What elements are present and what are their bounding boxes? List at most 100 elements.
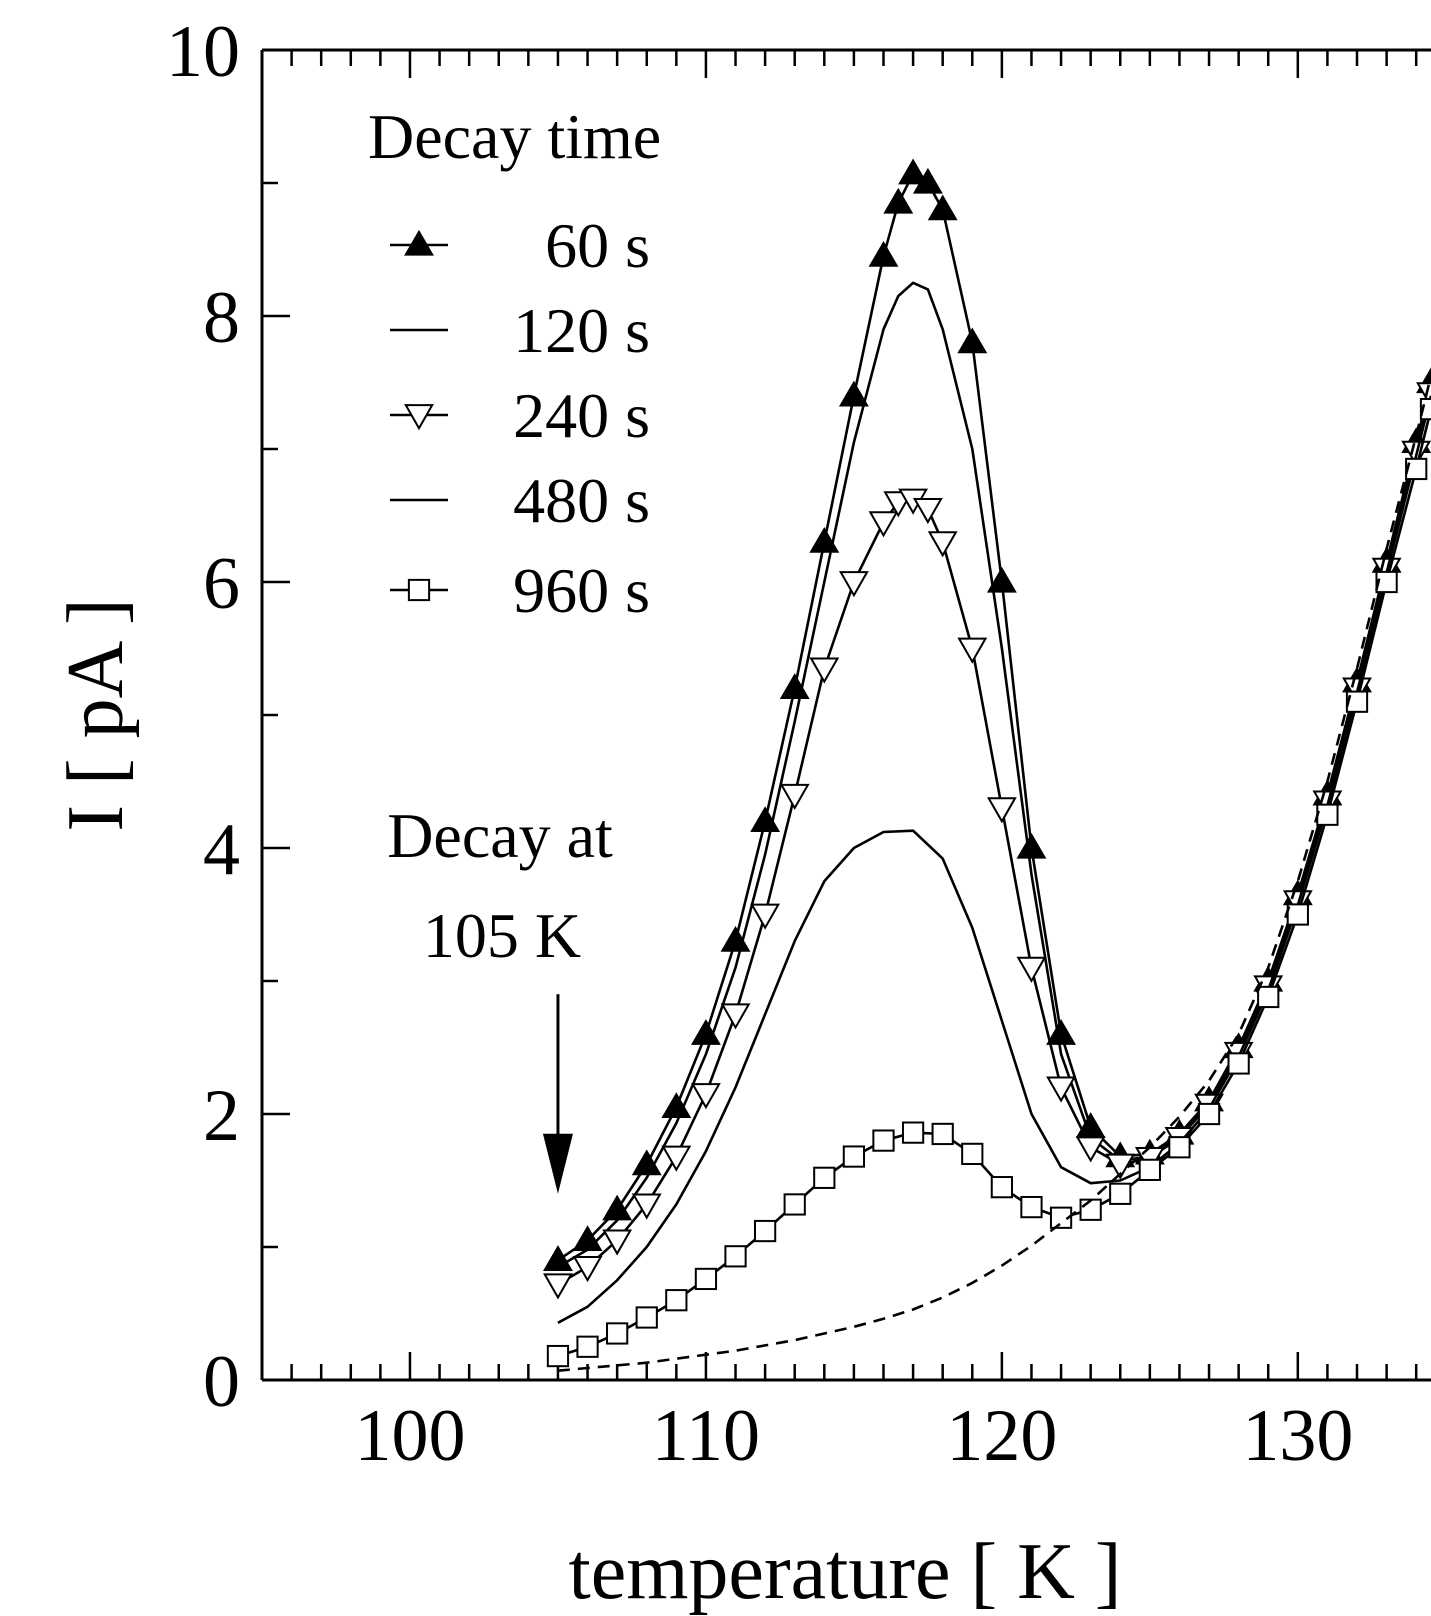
data-point: [1109, 1182, 1132, 1205]
data-point: [927, 531, 958, 558]
legend-entry: 240 s: [390, 380, 650, 451]
data-point: [912, 167, 943, 194]
data-point: [1075, 1136, 1106, 1163]
data-point: [1046, 1076, 1076, 1103]
data-point: [694, 1267, 718, 1291]
legend: Decay time 60 s 120 s 240 s 480 s 960 s: [368, 101, 661, 626]
data-point: [1197, 1102, 1221, 1126]
annotation-arrow-head: [542, 1133, 573, 1194]
data-point: [1286, 903, 1309, 926]
data-point: [1020, 1195, 1043, 1219]
series-dashed-baseline: [557, 375, 1431, 1372]
data-point: [1016, 832, 1047, 859]
data-point: [661, 1092, 692, 1118]
legend-marker: [407, 578, 431, 602]
data-point: [1345, 690, 1369, 713]
data-point: [868, 241, 899, 267]
legend-title: Decay time: [368, 101, 661, 172]
data-point: [546, 1344, 570, 1368]
data-point: [957, 637, 988, 664]
x-tick-label: 120: [946, 1395, 1057, 1477]
y-tick-label: 0: [203, 1341, 240, 1423]
y-axis-label: I [ pA ]: [52, 598, 140, 831]
data-point: [1046, 1019, 1077, 1045]
data-point: [753, 1219, 777, 1243]
x-tick-label: 100: [354, 1395, 465, 1477]
x-tick-label: 110: [652, 1395, 760, 1477]
legend-marker: [404, 229, 434, 256]
y-tick-label: 10: [166, 11, 240, 93]
data-point: [901, 1121, 925, 1144]
data-point: [1227, 1052, 1250, 1075]
data-point: [912, 497, 943, 525]
annotation: Decay at 105 K: [387, 800, 613, 1194]
data-point: [883, 187, 914, 214]
series-960s: [546, 397, 1431, 1368]
data-point: [1405, 457, 1428, 481]
legend-entry: 960 s: [390, 555, 650, 626]
data-point: [838, 380, 869, 407]
legend-label: 480 s: [513, 465, 650, 536]
data-point: [1049, 1206, 1073, 1229]
data-point: [665, 1289, 688, 1312]
legend-label: 120 s: [513, 295, 650, 366]
legend-label: 960 s: [513, 555, 650, 626]
annotation-line-1: Decay at: [387, 800, 613, 871]
legend-entry: 480 s: [390, 465, 650, 536]
data-point: [872, 1129, 895, 1152]
data-point: [1168, 1136, 1191, 1159]
data-point: [813, 1166, 836, 1189]
data-point: [635, 1306, 658, 1329]
data-point: [691, 1083, 721, 1110]
data-point: [957, 327, 988, 354]
data-point: [1257, 985, 1280, 1009]
data-point: [1016, 956, 1047, 983]
x-tick-label: 130: [1242, 1395, 1353, 1477]
data-point: [783, 1193, 806, 1216]
legend-label: 60 s: [545, 210, 650, 281]
data-point: [1419, 397, 1431, 421]
legend-entry: 120 s: [390, 295, 650, 366]
y-tick-label: 2: [203, 1075, 240, 1157]
data-point: [898, 158, 929, 185]
data-point: [543, 1273, 573, 1300]
axes: 100 110 120 130 0 2 4 6 8 10: [166, 11, 1431, 1477]
data-point: [842, 1145, 866, 1168]
y-tick-label: 6: [203, 543, 240, 625]
x-axis-label: temperature [ K ]: [568, 1528, 1121, 1616]
data-point: [1316, 803, 1339, 826]
data-point: [724, 1245, 747, 1268]
legend-label: 240 s: [513, 380, 650, 451]
data-point: [720, 1003, 751, 1030]
annotation-line-2: 105 K: [423, 900, 581, 971]
data-point: [750, 903, 781, 930]
data-point: [1079, 1198, 1102, 1221]
series-60s: [543, 158, 1431, 1271]
y-tick-label: 4: [203, 809, 240, 891]
data-point: [576, 1335, 599, 1358]
data-point: [602, 1229, 633, 1256]
data-point: [931, 1122, 954, 1146]
series-240s: [543, 382, 1431, 1300]
data-point: [990, 1176, 1013, 1199]
data-point: [572, 1256, 603, 1283]
data-point: [631, 1193, 662, 1220]
data-point: [1138, 1158, 1161, 1181]
data-point: [986, 797, 1017, 824]
data-point: [927, 194, 958, 221]
data-point: [779, 783, 810, 811]
y-tick-label: 8: [203, 277, 240, 359]
data-point: [661, 1145, 692, 1172]
series-layer: [543, 158, 1431, 1372]
data-point: [1375, 570, 1398, 594]
legend-marker: [404, 404, 434, 431]
data-point: [961, 1142, 984, 1166]
data-point: [868, 511, 899, 538]
data-point: [986, 566, 1017, 593]
data-point: [606, 1322, 629, 1345]
data-point: [838, 571, 869, 598]
series-line: [557, 375, 1431, 1372]
series-line: [557, 172, 1431, 1262]
data-point: [809, 657, 840, 684]
